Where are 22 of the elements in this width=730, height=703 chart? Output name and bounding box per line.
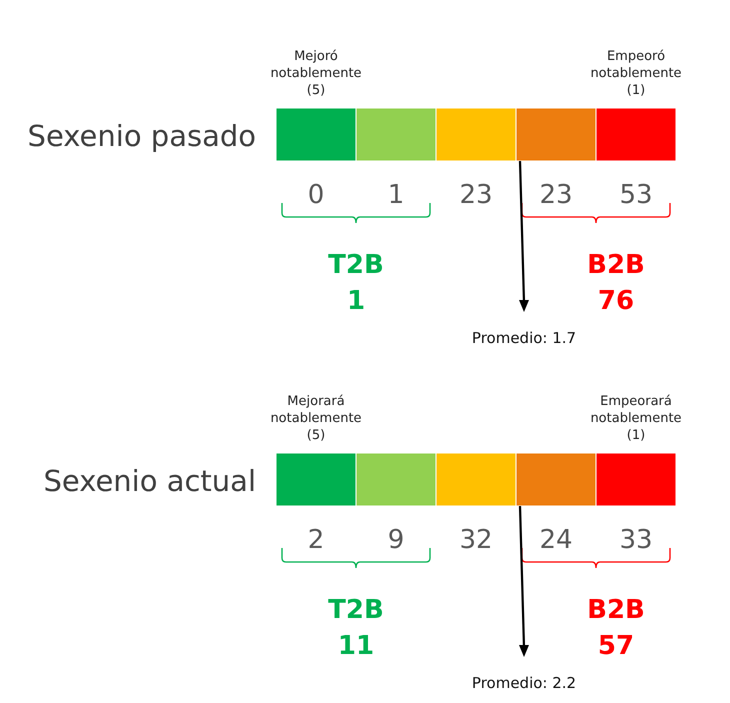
data-label: 53 <box>619 180 653 210</box>
text: Mejorará notablemente (5) <box>270 394 362 443</box>
text: Promedio: 1.7 <box>472 329 576 347</box>
data-label: 0 <box>308 180 324 210</box>
text: B2B 57 <box>587 595 645 661</box>
text: Empeorará notablemente (1) <box>590 394 682 443</box>
text: Sexenio actual <box>43 464 256 498</box>
text: T2B 11 <box>328 595 384 661</box>
data-label: 33 <box>619 525 653 555</box>
data-label: 9 <box>388 525 404 555</box>
data-label: 1 <box>388 180 404 210</box>
data-label: 23 <box>459 180 493 210</box>
text: Empeoró notablemente (1) <box>590 49 682 98</box>
text: Sexenio pasado <box>28 119 256 153</box>
data-label: 2 <box>308 525 324 555</box>
data-label: 24 <box>539 525 573 555</box>
text: Mejoró notablemente (5) <box>270 49 362 98</box>
data-label: 23 <box>539 180 573 210</box>
data-label: 32 <box>459 525 493 555</box>
text: T2B 1 <box>328 250 384 316</box>
text: B2B 76 <box>587 250 645 316</box>
text: Promedio: 2.2 <box>472 674 576 692</box>
